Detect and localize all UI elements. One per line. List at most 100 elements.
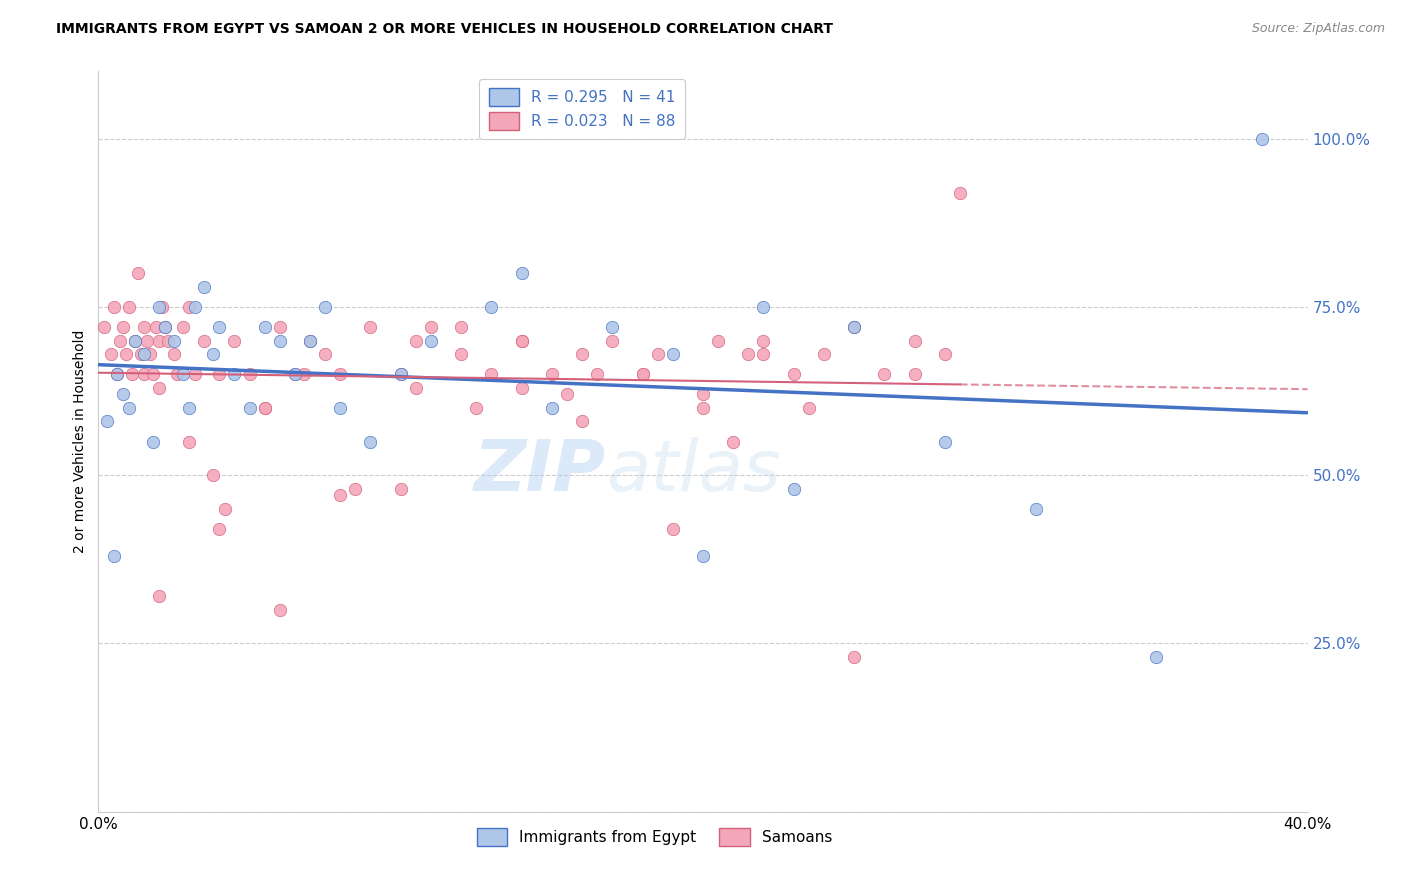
Point xyxy=(405,334,427,348)
Text: IMMIGRANTS FROM EGYPT VS SAMOAN 2 OR MORE VEHICLES IN HOUSEHOLD CORRELATION CHAR: IMMIGRANTS FROM EGYPT VS SAMOAN 2 OR MOR… xyxy=(56,22,834,37)
Point xyxy=(269,320,291,334)
Point xyxy=(420,334,443,348)
Point xyxy=(224,368,246,382)
Point xyxy=(586,368,609,382)
Point xyxy=(208,320,231,334)
Y-axis label: 2 or more Vehicles in Household: 2 or more Vehicles in Household xyxy=(73,330,87,553)
Point xyxy=(692,401,714,415)
Point xyxy=(481,300,503,314)
Point xyxy=(450,347,472,361)
Point xyxy=(129,347,152,361)
Point xyxy=(344,482,367,496)
Point xyxy=(193,334,215,348)
Point xyxy=(269,334,291,348)
Point xyxy=(100,347,122,361)
Point xyxy=(540,368,562,382)
Point xyxy=(132,347,155,361)
Point xyxy=(844,649,866,664)
Point xyxy=(949,186,972,200)
Point xyxy=(172,368,194,382)
Point xyxy=(163,347,186,361)
Point xyxy=(314,300,336,314)
Point xyxy=(904,368,927,382)
Point xyxy=(105,368,128,382)
Point xyxy=(148,381,170,395)
Point xyxy=(172,320,194,334)
Point xyxy=(111,320,134,334)
Point xyxy=(797,401,820,415)
Point xyxy=(184,368,207,382)
Point xyxy=(510,381,533,395)
Point xyxy=(571,347,593,361)
Point xyxy=(103,300,125,314)
Point xyxy=(239,401,262,415)
Point xyxy=(132,320,155,334)
Point xyxy=(737,347,759,361)
Point xyxy=(193,279,215,293)
Point xyxy=(224,334,246,348)
Point xyxy=(450,320,472,334)
Point xyxy=(156,334,179,348)
Point xyxy=(752,300,775,314)
Point xyxy=(1146,649,1168,664)
Point xyxy=(214,501,236,516)
Point xyxy=(661,347,683,361)
Point xyxy=(631,368,654,382)
Point xyxy=(284,368,307,382)
Point xyxy=(121,368,143,382)
Point xyxy=(631,368,654,382)
Point xyxy=(253,401,276,415)
Point xyxy=(571,414,593,428)
Point xyxy=(179,434,201,449)
Point xyxy=(844,320,866,334)
Point xyxy=(707,334,730,348)
Point xyxy=(153,320,176,334)
Point xyxy=(510,266,533,280)
Point xyxy=(692,549,714,563)
Point xyxy=(163,334,186,348)
Point xyxy=(314,347,336,361)
Point xyxy=(148,590,170,604)
Point xyxy=(813,347,835,361)
Point xyxy=(752,334,775,348)
Point xyxy=(135,334,157,348)
Point xyxy=(139,347,162,361)
Point xyxy=(114,347,136,361)
Point xyxy=(481,368,503,382)
Point xyxy=(934,434,956,449)
Point xyxy=(783,368,806,382)
Point xyxy=(148,334,170,348)
Point xyxy=(783,482,806,496)
Point xyxy=(108,334,131,348)
Point xyxy=(284,368,307,382)
Text: Source: ZipAtlas.com: Source: ZipAtlas.com xyxy=(1251,22,1385,36)
Point xyxy=(299,334,322,348)
Point xyxy=(208,368,231,382)
Point xyxy=(723,434,745,449)
Point xyxy=(465,401,488,415)
Point xyxy=(510,334,533,348)
Point xyxy=(179,401,201,415)
Point xyxy=(142,368,165,382)
Point xyxy=(111,387,134,401)
Point xyxy=(269,603,291,617)
Point xyxy=(124,334,146,348)
Point xyxy=(153,320,176,334)
Point xyxy=(103,549,125,563)
Point xyxy=(420,320,443,334)
Point xyxy=(253,401,276,415)
Point xyxy=(253,320,276,334)
Point xyxy=(96,414,118,428)
Point xyxy=(118,401,141,415)
Point xyxy=(179,300,201,314)
Point xyxy=(105,368,128,382)
Point xyxy=(329,401,352,415)
Point xyxy=(692,387,714,401)
Point xyxy=(934,347,956,361)
Point xyxy=(166,368,188,382)
Text: ZIP: ZIP xyxy=(474,437,606,506)
Point xyxy=(208,522,231,536)
Point xyxy=(405,381,427,395)
Point xyxy=(555,387,578,401)
Point xyxy=(145,320,167,334)
